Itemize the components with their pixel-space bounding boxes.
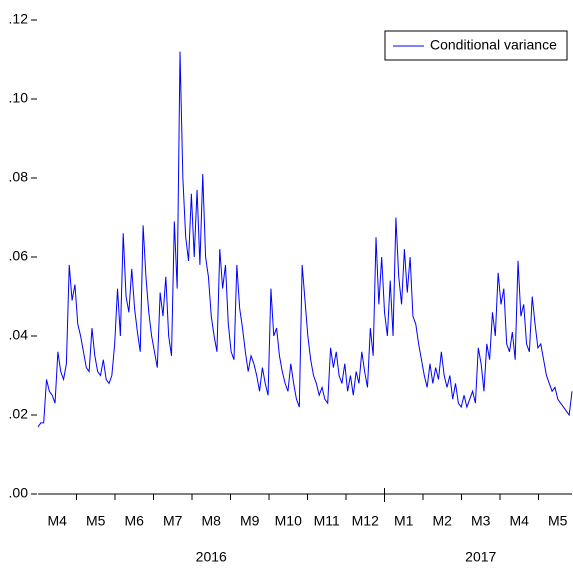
line — [37, 51, 573, 428]
x-tick-label: M5 — [86, 513, 106, 529]
year-label: 2016 — [196, 549, 227, 565]
y-tick-label: .02 — [9, 406, 29, 422]
x-tick-label: M7 — [163, 513, 183, 529]
y-tick-label: .04 — [9, 327, 29, 343]
x-tick-label: M8 — [202, 513, 222, 529]
y-tick-label: .10 — [9, 90, 29, 106]
y-tick-label: .00 — [9, 485, 29, 501]
x-tick-label: M1 — [394, 513, 414, 529]
x-tick-label: M4 — [510, 513, 530, 529]
x-tick-label: M2 — [433, 513, 453, 529]
year-label: 2017 — [465, 549, 496, 565]
x-tick-label: M5 — [548, 513, 568, 529]
x-tick-label: M3 — [471, 513, 491, 529]
y-tick-label: .12 — [9, 11, 29, 27]
x-tick-label: M11 — [314, 513, 340, 529]
y-tick-label: .06 — [9, 248, 29, 264]
x-tick-label: M9 — [240, 513, 260, 529]
x-tick-label: M10 — [275, 513, 302, 529]
x-tick-label: M4 — [48, 513, 68, 529]
y-tick-label: .08 — [9, 169, 29, 185]
x-tick-label: M6 — [125, 513, 145, 529]
x-tick-label: M12 — [352, 513, 379, 529]
legend-label: Conditional variance — [430, 37, 557, 53]
